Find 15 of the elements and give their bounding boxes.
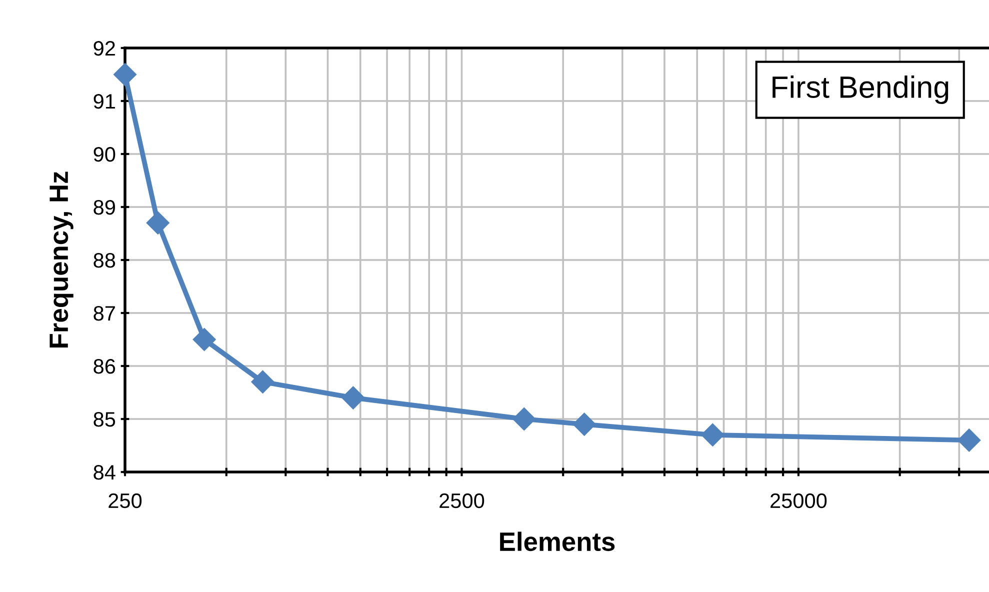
y-tick-label: 91: [94, 94, 115, 109]
y-tick-label: 90: [94, 147, 116, 162]
y-tick-label: 92: [94, 41, 115, 56]
y-tick-label: 86: [94, 359, 116, 374]
y-tick-label: 87: [94, 306, 115, 321]
x-tick-label: 2500: [440, 493, 484, 508]
x-tick-label: 250: [108, 493, 142, 508]
x-tick-label: 25000: [770, 493, 827, 508]
y-axis-title: Frequency, Hz: [50, 172, 74, 348]
y-tick-label: 89: [94, 200, 115, 215]
annotation: First Bending: [772, 76, 948, 104]
x-axis-title: Elements: [500, 532, 615, 552]
y-tick-label: 85: [94, 412, 116, 427]
y-tick-label: 88: [94, 253, 116, 268]
y-tick-label: 84: [94, 465, 116, 480]
